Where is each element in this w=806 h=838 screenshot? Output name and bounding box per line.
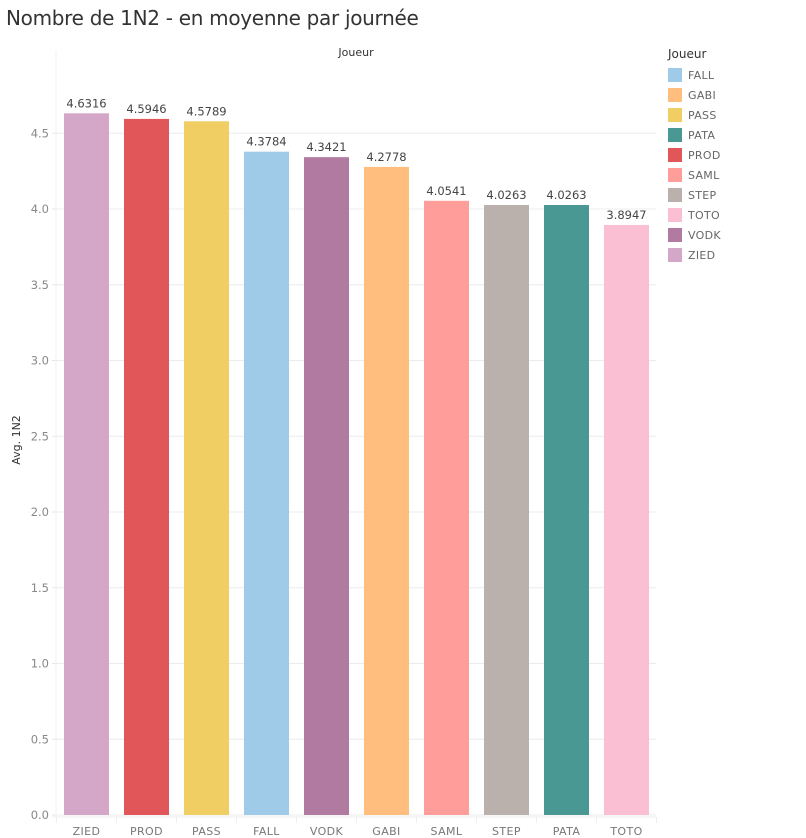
bar-zied[interactable]	[64, 113, 109, 815]
x-tick-label: ZIED	[73, 825, 101, 838]
legend-swatch	[668, 68, 682, 82]
legend-label: GABI	[688, 88, 717, 102]
y-tick-label: 3.5	[31, 278, 49, 292]
legend-swatch	[668, 228, 682, 242]
legend-label: VODK	[688, 228, 721, 242]
y-tick-label: 1.5	[31, 581, 49, 595]
legend-label: PATA	[688, 128, 716, 142]
data-label: 4.5789	[186, 104, 226, 118]
data-label: 4.3784	[246, 135, 286, 149]
y-tick-label: 1.0	[31, 657, 49, 671]
legend-swatch	[668, 208, 682, 222]
legend-swatch	[668, 248, 682, 262]
y-tick-label: 2.5	[31, 429, 49, 443]
y-tick-label: 2.0	[31, 505, 49, 519]
bar-pata[interactable]	[544, 205, 589, 815]
data-label: 4.0263	[486, 188, 526, 202]
y-axis-label: Avg. 1N2	[10, 415, 23, 465]
data-label: 3.8947	[606, 208, 646, 222]
legend-item-toto[interactable]: TOTO	[668, 205, 721, 225]
legend-item-gabi[interactable]: GABI	[668, 85, 721, 105]
legend-item-saml[interactable]: SAML	[668, 165, 721, 185]
x-tick-label: VODK	[310, 825, 344, 838]
data-label: 4.0263	[546, 188, 586, 202]
legend-swatch	[668, 128, 682, 142]
legend-swatch	[668, 108, 682, 122]
x-axis: ZIED PROD PASS FALL VODK GABI SAML STEP PATA TOTO	[52, 816, 657, 838]
bar-saml[interactable]	[424, 200, 469, 816]
data-label: 4.0541	[426, 184, 466, 198]
legend-item-step[interactable]: STEP	[668, 185, 721, 205]
bar-prod[interactable]	[124, 118, 169, 816]
x-tick-label: TOTO	[609, 825, 642, 838]
y-axis: 0.0 0.5 1.0 1.5 2.0 2.5 3.0 3.5 4.0 4.5	[31, 50, 57, 822]
legend-swatch	[668, 148, 682, 162]
chart-title: Nombre de 1N2 - en moyenne par journée	[6, 6, 419, 30]
x-tick-label: PASS	[192, 825, 221, 838]
legend-title: Joueur	[668, 47, 707, 61]
y-tick-label: 4.0	[31, 202, 49, 216]
legend-item-vodk[interactable]: VODK	[668, 225, 721, 245]
bar-gabi[interactable]	[364, 166, 409, 815]
y-tick-label: 0.5	[31, 732, 49, 746]
legend: Joueur FALL GABI PASS PATA PROD SAML STEP TOTO V…	[668, 47, 721, 265]
y-tick-label: 3.0	[31, 354, 49, 368]
x-tick-label: SAML	[431, 825, 463, 838]
legend-item-pata[interactable]: PATA	[668, 125, 721, 145]
legend-label: ZIED	[688, 248, 716, 262]
data-label: 4.3421	[306, 140, 346, 154]
bar-step[interactable]	[484, 205, 529, 815]
bars	[64, 113, 649, 816]
legend-item-zied[interactable]: ZIED	[668, 245, 721, 265]
x-tick-label: FALL	[253, 825, 280, 838]
legend-label: STEP	[688, 188, 717, 202]
legend-item-pass[interactable]: PASS	[668, 105, 721, 125]
bar-toto[interactable]	[604, 224, 649, 816]
legend-item-prod[interactable]: PROD	[668, 145, 721, 165]
legend-label: TOTO	[688, 208, 720, 222]
bar-fall[interactable]	[244, 151, 289, 816]
legend-label: SAML	[688, 168, 720, 182]
bar-vodk[interactable]	[304, 157, 349, 815]
data-label: 4.6316	[66, 96, 106, 110]
legend-item-fall[interactable]: FALL	[668, 65, 721, 85]
x-tick-label: GABI	[372, 825, 400, 838]
bar-pass[interactable]	[184, 121, 229, 816]
legend-label: PROD	[688, 148, 721, 162]
legend-swatch	[668, 188, 682, 202]
y-tick-label: 0.0	[31, 808, 49, 822]
value-labels: 4.6316 4.5946 4.5789 4.3784 4.3421 4.2778 4.05…	[66, 96, 646, 222]
legend-swatch	[668, 168, 682, 182]
column-header: Joueur	[338, 46, 374, 59]
data-label: 4.2778	[366, 150, 406, 164]
y-tick-label: 4.5	[31, 126, 49, 140]
x-tick-label: PROD	[130, 825, 163, 838]
x-tick-label: PATA	[553, 825, 581, 838]
x-tick-label: STEP	[492, 825, 521, 838]
legend-swatch	[668, 88, 682, 102]
legend-label: PASS	[688, 108, 717, 122]
legend-label: FALL	[688, 68, 715, 82]
data-label: 4.5946	[126, 102, 166, 116]
